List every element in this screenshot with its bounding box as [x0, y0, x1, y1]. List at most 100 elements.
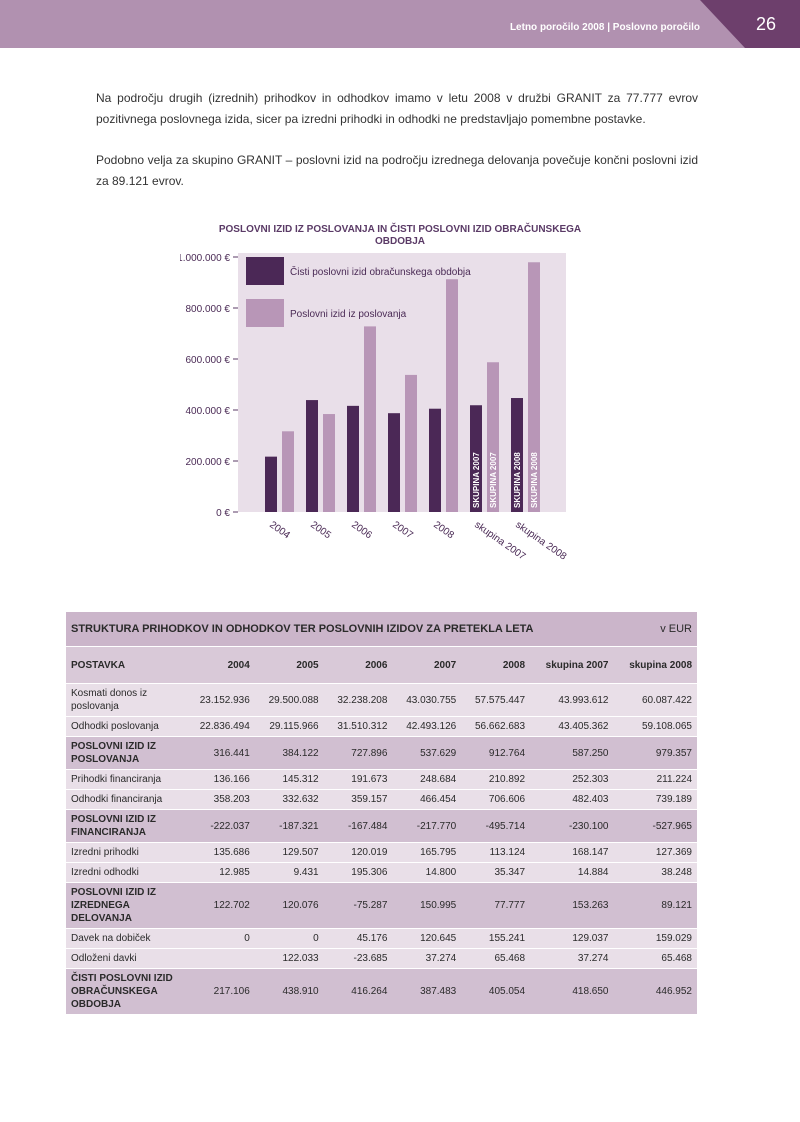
row-value: 120.076	[254, 882, 324, 929]
row-label: POSLOVNI IZID IZ FINANCIRANJA	[66, 809, 186, 843]
row-value: 127.369	[613, 842, 697, 863]
row-value: 89.121	[613, 882, 697, 929]
row-value: 60.087.422	[613, 683, 697, 717]
row-value: 65.468	[613, 948, 697, 969]
y-tick-label: 800.000 €	[186, 304, 231, 315]
bar-inner-label: SKUPINA 2008	[530, 452, 539, 508]
row-value: 405.054	[461, 968, 531, 1014]
structure-table-container: STRUKTURA PRIHODKOV IN ODHODKOV TER POSL…	[66, 612, 697, 1014]
row-value: -187.321	[254, 809, 324, 843]
row-value: 22.836.494	[186, 716, 255, 737]
row-value: 12.985	[186, 862, 255, 883]
column-header: 2004	[186, 646, 255, 684]
paragraph-2: Podobno velja za skupino GRANIT – poslov…	[96, 153, 698, 188]
row-value: 210.892	[461, 769, 531, 790]
row-value: 706.606	[461, 789, 531, 810]
row-value: -23.685	[323, 948, 393, 969]
bar-cisti-2005	[306, 400, 318, 512]
y-tick-label: 1.000.000 €	[180, 253, 230, 264]
x-tick-label: 2004	[267, 519, 292, 541]
row-value: 32.238.208	[323, 683, 393, 717]
row-label: Izredni odhodki	[66, 862, 186, 883]
bar-cisti-skupina-2007	[470, 405, 482, 512]
table-row: Kosmati donos iz poslovanja 23.152.936 29.…	[66, 683, 697, 717]
row-value: 129.037	[530, 928, 614, 949]
row-value: 150.995	[392, 882, 462, 929]
row-value: 122.702	[186, 882, 255, 929]
chart-title-line-2: OBDOBJA	[375, 236, 425, 247]
row-value: -217.770	[392, 809, 462, 843]
row-value: 387.483	[392, 968, 462, 1014]
x-tick-label: 2006	[349, 519, 374, 541]
table-row: Odhodki poslovanja 22.836.494 29.115.966 31…	[66, 716, 697, 737]
table-row: Izredni prihodki 135.686 129.507 120.019 165…	[66, 842, 697, 863]
chart-title-line-1: POSLOVNI IZID IZ POSLOVANJA IN ČISTI POS…	[219, 222, 581, 235]
row-value: 727.896	[323, 736, 393, 770]
legend-label: Čisti poslovni izid obračunskega obdobja	[290, 265, 471, 278]
structure-table: STRUKTURA PRIHODKOV IN ODHODKOV TER POSL…	[66, 612, 697, 1014]
row-value: 537.629	[392, 736, 462, 770]
bar-cisti-2004	[265, 456, 277, 512]
row-value: 466.454	[392, 789, 462, 810]
paragraph-1: Na področju drugih (izrednih) prihodkov …	[96, 91, 698, 126]
row-value: 359.157	[323, 789, 393, 810]
row-value: 43.030.755	[392, 683, 462, 717]
row-value: 135.686	[186, 842, 255, 863]
row-value: 14.884	[530, 862, 614, 883]
table-row: Odhodki financiranja 358.203 332.632 359.15…	[66, 789, 697, 810]
row-value: 168.147	[530, 842, 614, 863]
bar-cisti-2007	[388, 413, 400, 512]
table-row: POSLOVNI IZID IZ POSLOVANJA 316.441 384.12…	[66, 736, 697, 770]
row-value: 29.500.088	[254, 683, 324, 717]
column-header: POSTAVKA	[66, 646, 186, 684]
row-value: 145.312	[254, 769, 324, 790]
row-value: 77.777	[461, 882, 531, 929]
row-value: -167.484	[323, 809, 393, 843]
row-value: 316.441	[186, 736, 255, 770]
bar-chart: POSLOVNI IZID IZ POSLOVANJA IN ČISTI POS…	[180, 222, 581, 563]
bar-inner-label: SKUPINA 2007	[489, 452, 498, 508]
column-header: 2008	[461, 646, 531, 684]
table-row: Davek na dobiček 0 0 45.176 120.645 155.241 12…	[66, 928, 697, 949]
bar-cisti-2006	[347, 405, 359, 512]
row-value: 43.993.612	[530, 683, 614, 717]
row-value: 587.250	[530, 736, 614, 770]
table-row: Izredni odhodki 12.985 9.431 195.306 14.800 3…	[66, 862, 697, 883]
bar-poslovni-skupina-2007	[487, 362, 499, 512]
bar-poslovni-2008	[446, 279, 458, 512]
legend-swatch	[246, 299, 284, 327]
row-value: 42.493.126	[392, 716, 462, 737]
row-value: 416.264	[323, 968, 393, 1014]
bar-poslovni-2004	[282, 431, 294, 512]
row-value: 195.306	[323, 862, 393, 883]
row-value: 120.645	[392, 928, 462, 949]
header-title: Letno poročilo 2008 | Poslovno poročilo	[509, 22, 700, 33]
row-value: 384.122	[254, 736, 324, 770]
row-value: 37.274	[530, 948, 614, 969]
row-value: 0	[186, 928, 255, 949]
row-value: 29.115.966	[254, 716, 324, 737]
legend-swatch	[246, 257, 284, 285]
row-value: 358.203	[186, 789, 255, 810]
row-value: 979.357	[613, 736, 697, 770]
y-tick-label: 200.000 €	[186, 457, 231, 468]
table-row: ČISTI POSLOVNI IZID OBRAČUNSKEGA OBDOBJA…	[66, 968, 697, 1014]
row-value: -527.965	[613, 809, 697, 843]
row-label: POSLOVNI IZID IZ IZREDNEGA DELOVANJA	[66, 882, 186, 929]
y-tick-label: 400.000 €	[186, 406, 231, 417]
row-value: -230.100	[530, 809, 614, 843]
row-value: 56.662.683	[461, 716, 531, 737]
table-row: Prihodki financiranja 136.166 145.312 191.6…	[66, 769, 697, 790]
x-tick-label: 2007	[390, 519, 415, 541]
y-tick-label: 600.000 €	[186, 355, 231, 366]
row-label: Odhodki financiranja	[66, 789, 186, 810]
header-bar	[0, 0, 800, 48]
row-value: 31.510.312	[323, 716, 393, 737]
row-value: 122.033	[254, 948, 324, 969]
column-header: 2005	[254, 646, 324, 684]
row-value: 59.108.065	[613, 716, 697, 737]
row-value: -495.714	[461, 809, 531, 843]
bar-poslovni-skupina-2008	[528, 262, 540, 512]
table-unit: v EUR	[613, 612, 697, 647]
row-value: 0	[254, 928, 324, 949]
